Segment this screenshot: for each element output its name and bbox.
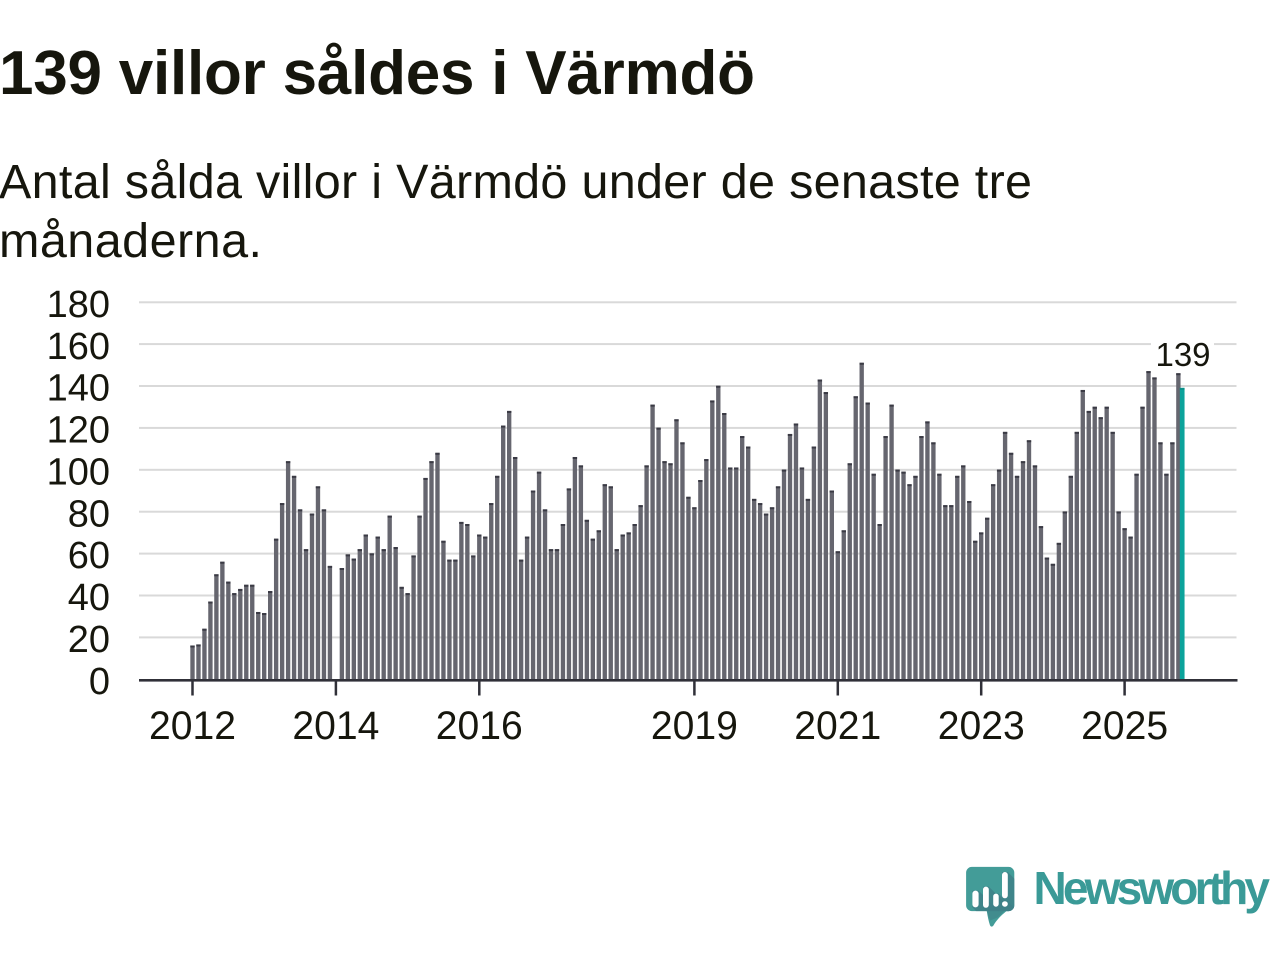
svg-text:2012: 2012: [149, 704, 236, 748]
svg-text:0: 0: [89, 661, 110, 703]
svg-text:139: 139: [1155, 336, 1210, 373]
svg-text:2019: 2019: [651, 704, 738, 748]
svg-text:140: 140: [47, 368, 110, 410]
svg-text:Newsworthy: Newsworthy: [1034, 862, 1271, 914]
svg-text:månaderna.: månaderna.: [0, 214, 262, 268]
svg-text:180: 180: [47, 284, 110, 326]
svg-text:120: 120: [47, 410, 110, 452]
svg-text:2014: 2014: [292, 704, 379, 748]
svg-text:Antal sålda villor i Värmdö un: Antal sålda villor i Värmdö under de sen…: [0, 155, 1032, 209]
svg-text:2025: 2025: [1081, 704, 1168, 748]
svg-text:80: 80: [68, 493, 110, 535]
svg-text:100: 100: [47, 452, 110, 494]
svg-text:160: 160: [47, 326, 110, 368]
svg-text:40: 40: [68, 577, 110, 619]
svg-text:2023: 2023: [938, 704, 1025, 748]
svg-text:60: 60: [68, 535, 110, 577]
svg-text:139 villor såldes i Värmdö: 139 villor såldes i Värmdö: [0, 39, 755, 108]
svg-text:20: 20: [68, 619, 110, 661]
svg-text:2016: 2016: [436, 704, 523, 748]
svg-text:2021: 2021: [794, 704, 881, 748]
